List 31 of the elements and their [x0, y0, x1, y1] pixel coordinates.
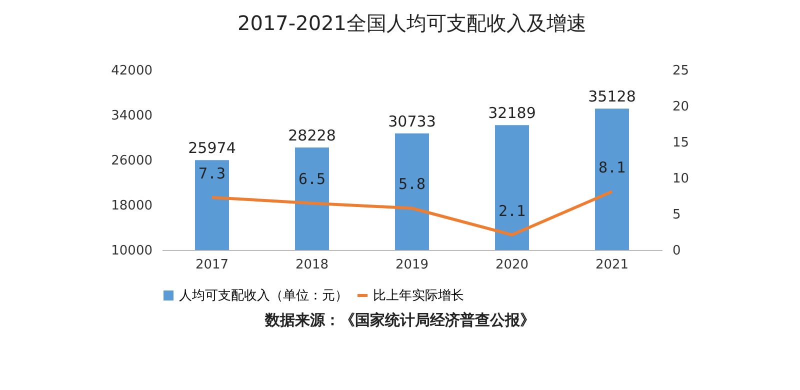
data-label: 5.8 — [398, 175, 426, 194]
data-label: 25974 — [188, 139, 236, 158]
data-label: 35128 — [588, 88, 636, 106]
y-tick-label: 10000 — [111, 244, 152, 258]
y2-tick-label: 10 — [672, 172, 690, 186]
y-tick-label: 18000 — [111, 198, 152, 214]
legend-label: 人均可支配收入（单位：元） — [179, 288, 348, 304]
x-tick-label: 2020 — [495, 258, 529, 272]
legend-label: 比上年实际增长 — [373, 288, 464, 304]
y2-tick-label: 15 — [672, 136, 690, 150]
x-tick-label: 2018 — [295, 258, 329, 272]
y-tick-label: 34000 — [111, 108, 152, 124]
source-note: 数据来源：《国家统计局经济普查公报》 — [264, 311, 536, 330]
chart-title: 2017-2021全国人均可支配收入及增速 — [237, 11, 587, 35]
x-tick-label: 2021 — [595, 258, 629, 272]
data-label: 7.3 — [198, 164, 226, 182]
data-label: 32189 — [488, 104, 536, 122]
data-label: 8.1 — [598, 158, 626, 177]
y-tick-label: 42000 — [111, 64, 152, 78]
y-tick-label: 26000 — [111, 154, 152, 168]
x-tick-label: 2019 — [395, 258, 429, 272]
line-series — [210, 190, 614, 236]
y2-tick-label: 20 — [672, 100, 690, 114]
data-label: 28228 — [288, 126, 336, 144]
data-label: 6.5 — [298, 170, 326, 188]
y2-tick-label: 0 — [672, 244, 681, 258]
data-label: 2.1 — [498, 202, 526, 220]
x-tick-label: 2017 — [195, 258, 229, 272]
y2-tick-label: 5 — [672, 208, 681, 222]
data-label: 30733 — [388, 112, 436, 130]
y2-tick-label: 25 — [672, 64, 690, 78]
